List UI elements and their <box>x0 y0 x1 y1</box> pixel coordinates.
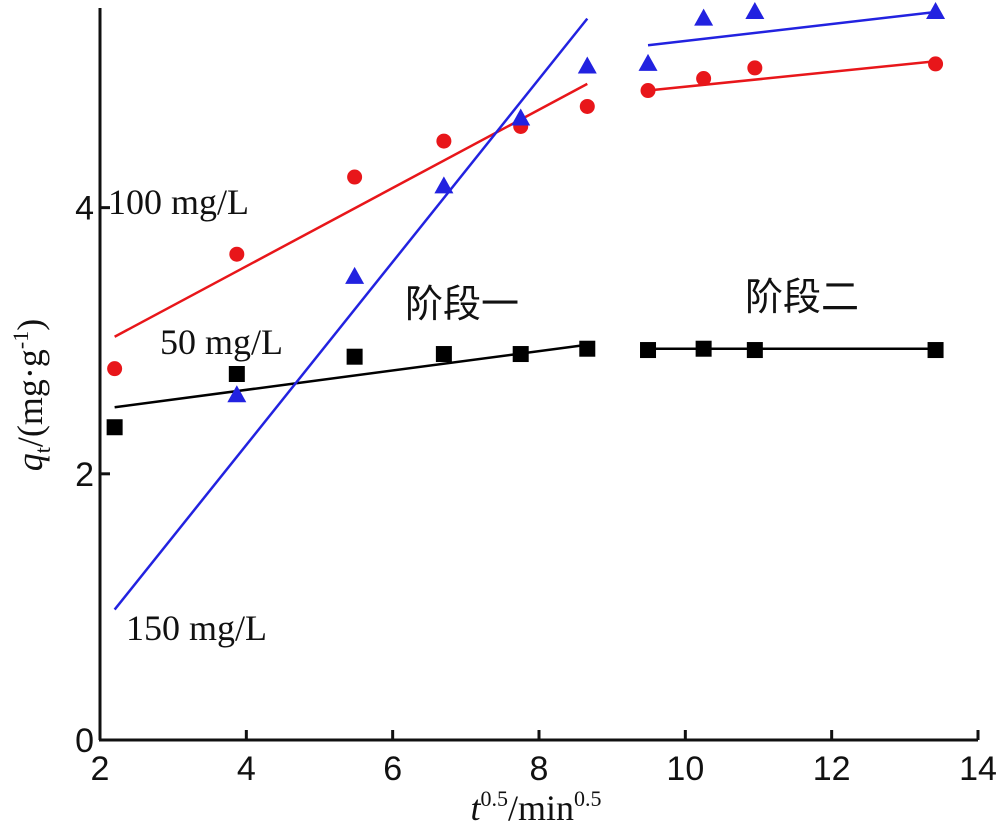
fit-line-150 <box>113 17 589 611</box>
data-point-150 <box>577 56 597 74</box>
y-tick-label: 0 <box>75 722 94 760</box>
x-tick-label: 10 <box>666 750 704 788</box>
stage-one-label: 阶段一 <box>405 282 519 326</box>
data-point-150 <box>638 53 658 71</box>
data-point-100 <box>107 361 123 377</box>
data-point-100 <box>436 133 452 149</box>
data-point-50 <box>640 342 657 359</box>
data-point-150 <box>227 385 247 403</box>
y-axis-title: qt/(mg·g-1) <box>8 319 55 471</box>
x-tick-label: 12 <box>813 750 851 788</box>
x-tick-label: 6 <box>383 750 402 788</box>
data-point-100 <box>928 56 944 72</box>
data-point-150 <box>926 1 946 19</box>
data-point-150 <box>511 108 531 126</box>
data-point-100 <box>229 246 245 262</box>
y-tick-label: 4 <box>75 190 94 228</box>
series-label-50: 50 mg/L <box>160 322 283 362</box>
x-tick-label: 2 <box>91 750 110 788</box>
fit-line-100 <box>114 82 588 338</box>
series-label-150: 150 mg/L <box>126 608 267 648</box>
data-point-50 <box>927 342 944 359</box>
data-point-150 <box>745 1 765 19</box>
data-point-100 <box>747 60 763 76</box>
data-point-100 <box>347 169 363 185</box>
data-point-50 <box>695 340 712 357</box>
x-tick-label: 14 <box>959 750 997 788</box>
data-point-100 <box>696 71 712 87</box>
data-point-150 <box>694 8 714 26</box>
data-markers <box>106 1 946 436</box>
series-label-100: 100 mg/L <box>108 182 249 222</box>
data-point-50 <box>435 346 452 363</box>
fit-line-100 <box>647 59 936 92</box>
data-point-50 <box>106 419 123 436</box>
y-tick-label: 2 <box>75 456 94 494</box>
data-point-150 <box>345 266 365 284</box>
x-tick-label: 8 <box>530 750 549 788</box>
x-tick-label: 4 <box>237 750 256 788</box>
data-point-50 <box>579 340 596 357</box>
fit-line-150 <box>647 10 936 47</box>
data-point-150 <box>434 176 454 194</box>
x-axis-title: t0.5/min0.5 <box>470 786 601 828</box>
data-point-50 <box>746 342 763 359</box>
data-point-50 <box>512 346 529 363</box>
fit-lines <box>113 10 936 611</box>
data-point-50 <box>346 348 363 365</box>
stage-two-label: 阶段二 <box>745 275 859 319</box>
data-point-100 <box>579 98 595 114</box>
data-point-100 <box>640 83 656 99</box>
fit-line-50 <box>114 343 588 409</box>
data-point-50 <box>228 366 245 382</box>
